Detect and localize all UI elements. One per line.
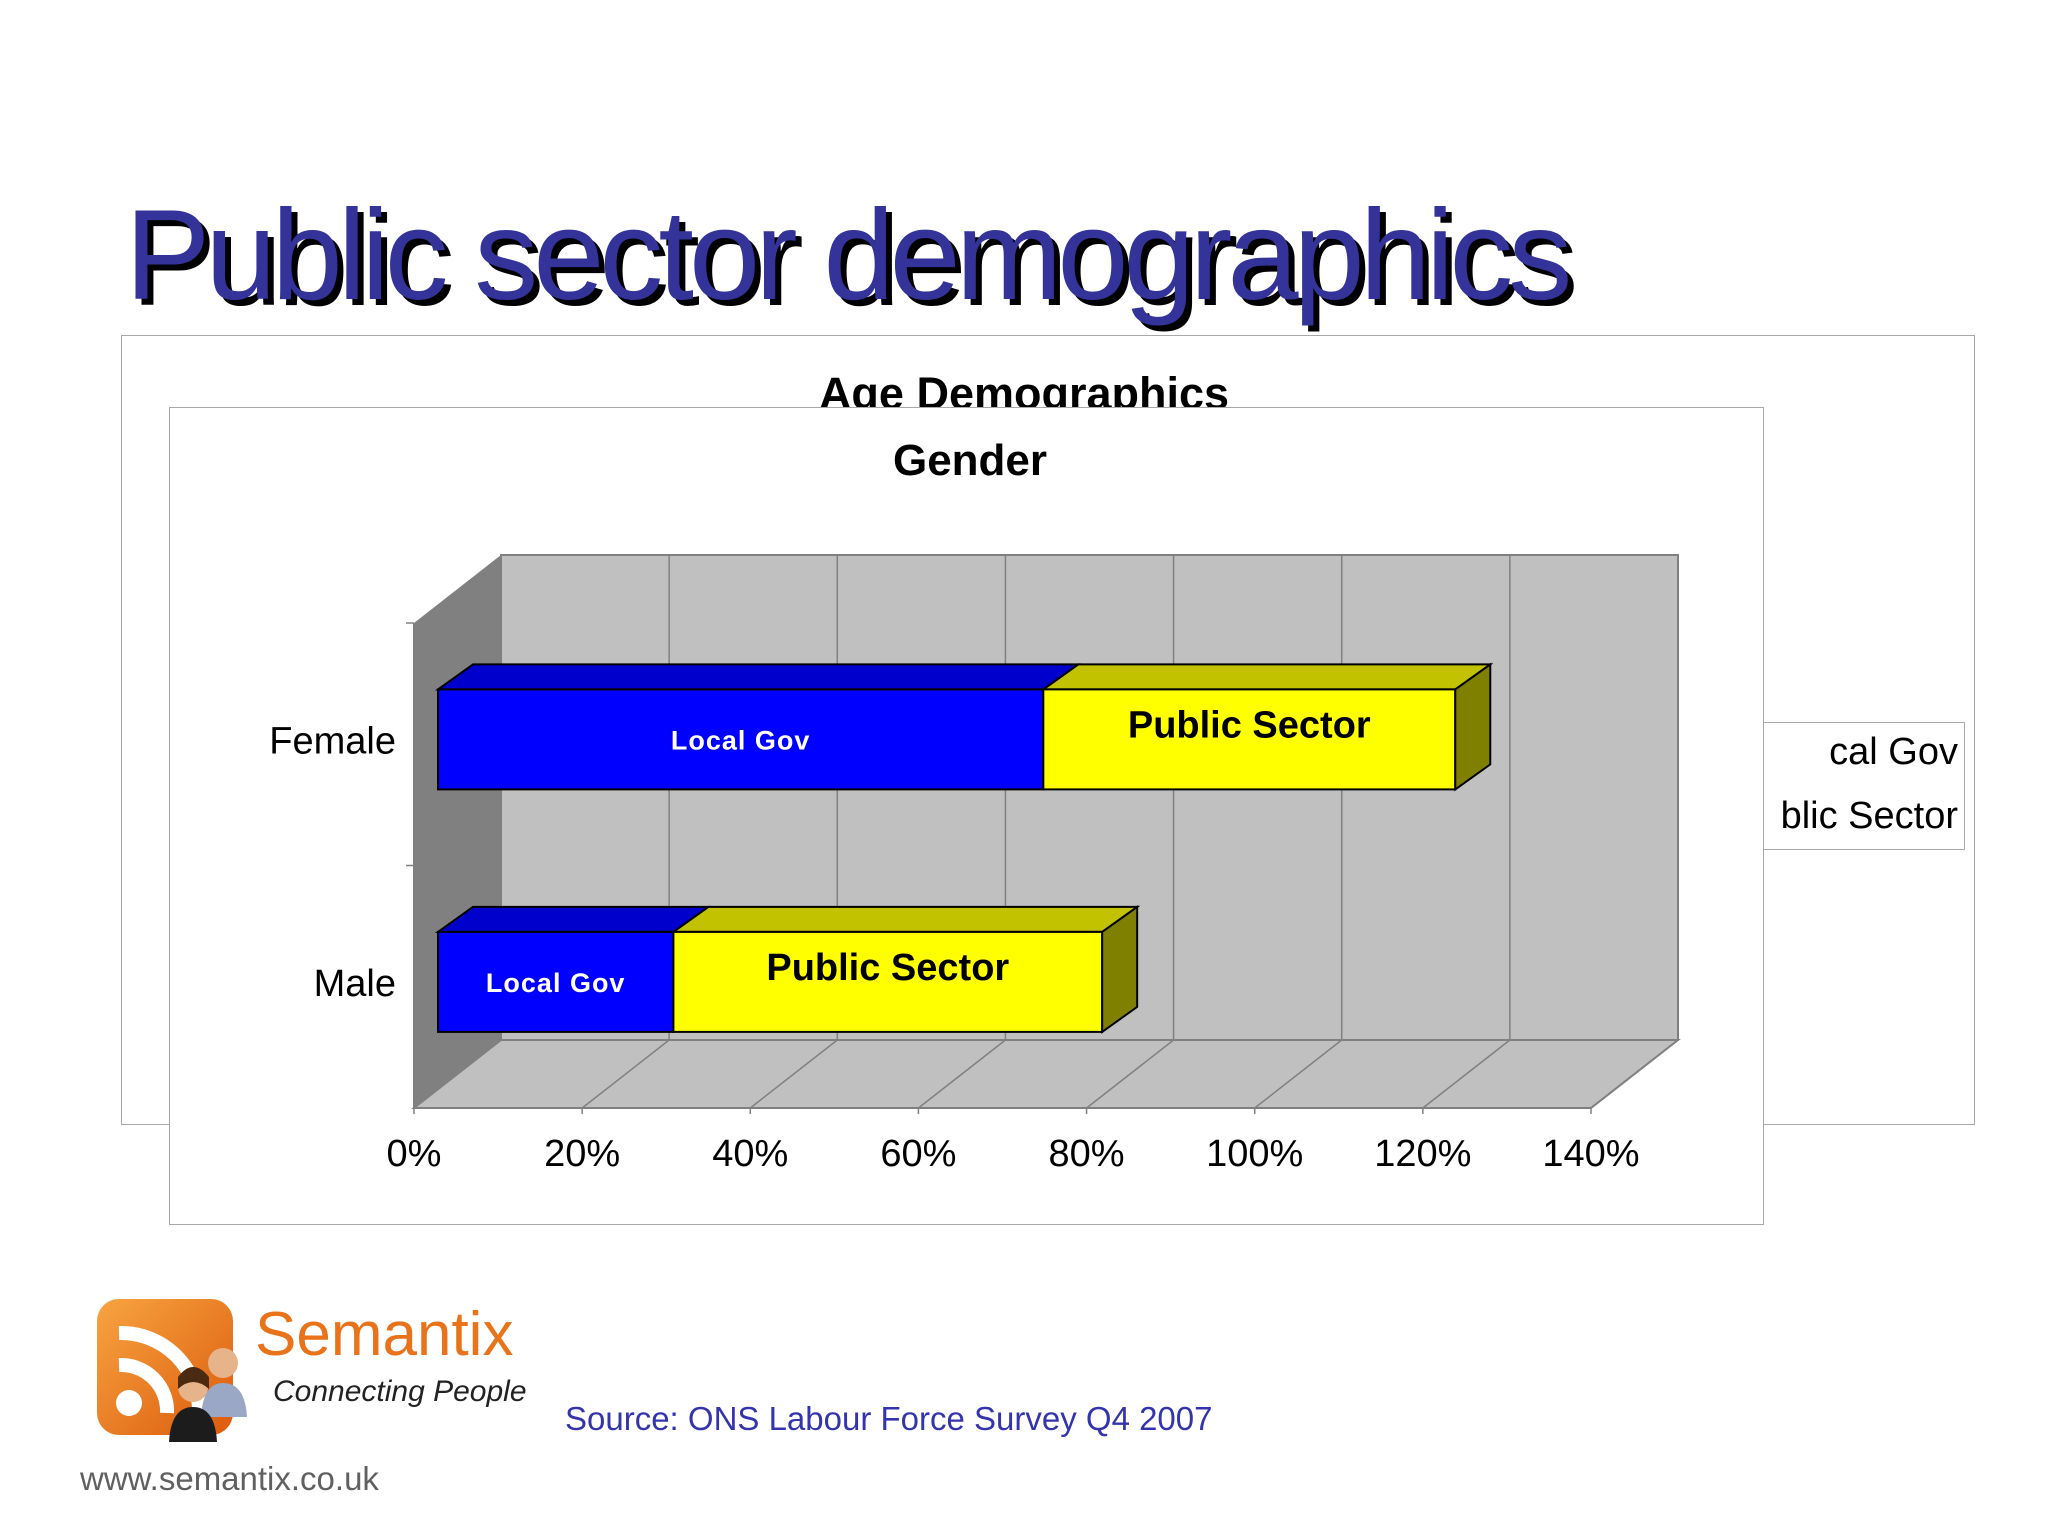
floor-gridline [917, 1039, 1006, 1109]
x-tick-label: 20% [544, 1133, 620, 1175]
x-tick-label: 40% [712, 1133, 788, 1175]
bar-front-face [437, 930, 675, 1033]
floor-gridline [581, 1039, 670, 1109]
bar-female-local-gov: Local Gov [434, 663, 1082, 791]
floor-gridline [413, 1039, 502, 1109]
chart-title: Gender [893, 436, 1047, 485]
floor-gridline [749, 1039, 838, 1109]
bar-male-local-gov: Local Gov [434, 905, 712, 1033]
website-url: www.semantix.co.uk [80, 1460, 379, 1497]
semantix-logo: Semantix Connecting People [95, 1297, 545, 1447]
bar-data-label: Local Gov [486, 968, 626, 998]
x-tick-label: 100% [1206, 1133, 1303, 1175]
back-legend-item-1: cal Gov [1829, 731, 1958, 773]
chart-bars: Local Gov Public Sector Local Gov Public Se… [434, 662, 1494, 1034]
bar-female-public-sector: Public Sector [1040, 662, 1494, 792]
floor-gridline [1254, 1039, 1343, 1109]
x-tick-label: 80% [1049, 1133, 1125, 1175]
floor [411, 1039, 1681, 1109]
category-label-male: Male [314, 963, 396, 1005]
bar-top-face [434, 905, 712, 933]
bar-data-label: Public Sector [1128, 704, 1371, 746]
gender-chart-plot: Gender Local Gov Public Sector Local Gov Pu… [269, 436, 1681, 1175]
floor-gridline [1422, 1039, 1511, 1109]
bar-side-face [1101, 904, 1139, 1034]
logo-name: Semantix [255, 1300, 514, 1369]
source-note: Source: ONS Labour Force Survey Q4 2007 [565, 1400, 1213, 1437]
bar-top-face [670, 905, 1141, 933]
logo-tagline: Connecting People [273, 1375, 527, 1408]
chart-axis-labels: Female Male 0% 20% 40% 60% 80% 100% 120% 140% [269, 720, 1639, 1175]
bar-male-public-sector: Public Sector [670, 904, 1141, 1034]
bar-data-label: Public Sector [766, 947, 1009, 989]
x-tick-label: 120% [1374, 1133, 1471, 1175]
bar-data-label: Local Gov [671, 725, 811, 755]
floor-gridline [1086, 1039, 1175, 1109]
back-chart-legend: cal Gov blic Sector [1700, 722, 1965, 850]
bar-side-face [1454, 662, 1492, 792]
bar-front-face [1042, 688, 1457, 791]
slide-title: Public sector demographics [125, 184, 1572, 327]
x-tick-label: 0% [387, 1133, 442, 1175]
back-legend-item-2: blic Sector [1780, 795, 1958, 837]
bar-front-face [437, 688, 1045, 791]
floor-gridline [1590, 1039, 1679, 1109]
bar-front-face [672, 930, 1104, 1033]
bar-top-face [1040, 663, 1494, 691]
category-label-female: Female [269, 720, 396, 762]
gender-chart: Gender Local Gov Public Sector Local Gov Pu… [169, 407, 1764, 1225]
bar-top-face [434, 663, 1082, 691]
rss-people-icon [97, 1299, 247, 1442]
x-tick-label: 140% [1542, 1133, 1639, 1175]
x-tick-label: 60% [880, 1133, 956, 1175]
